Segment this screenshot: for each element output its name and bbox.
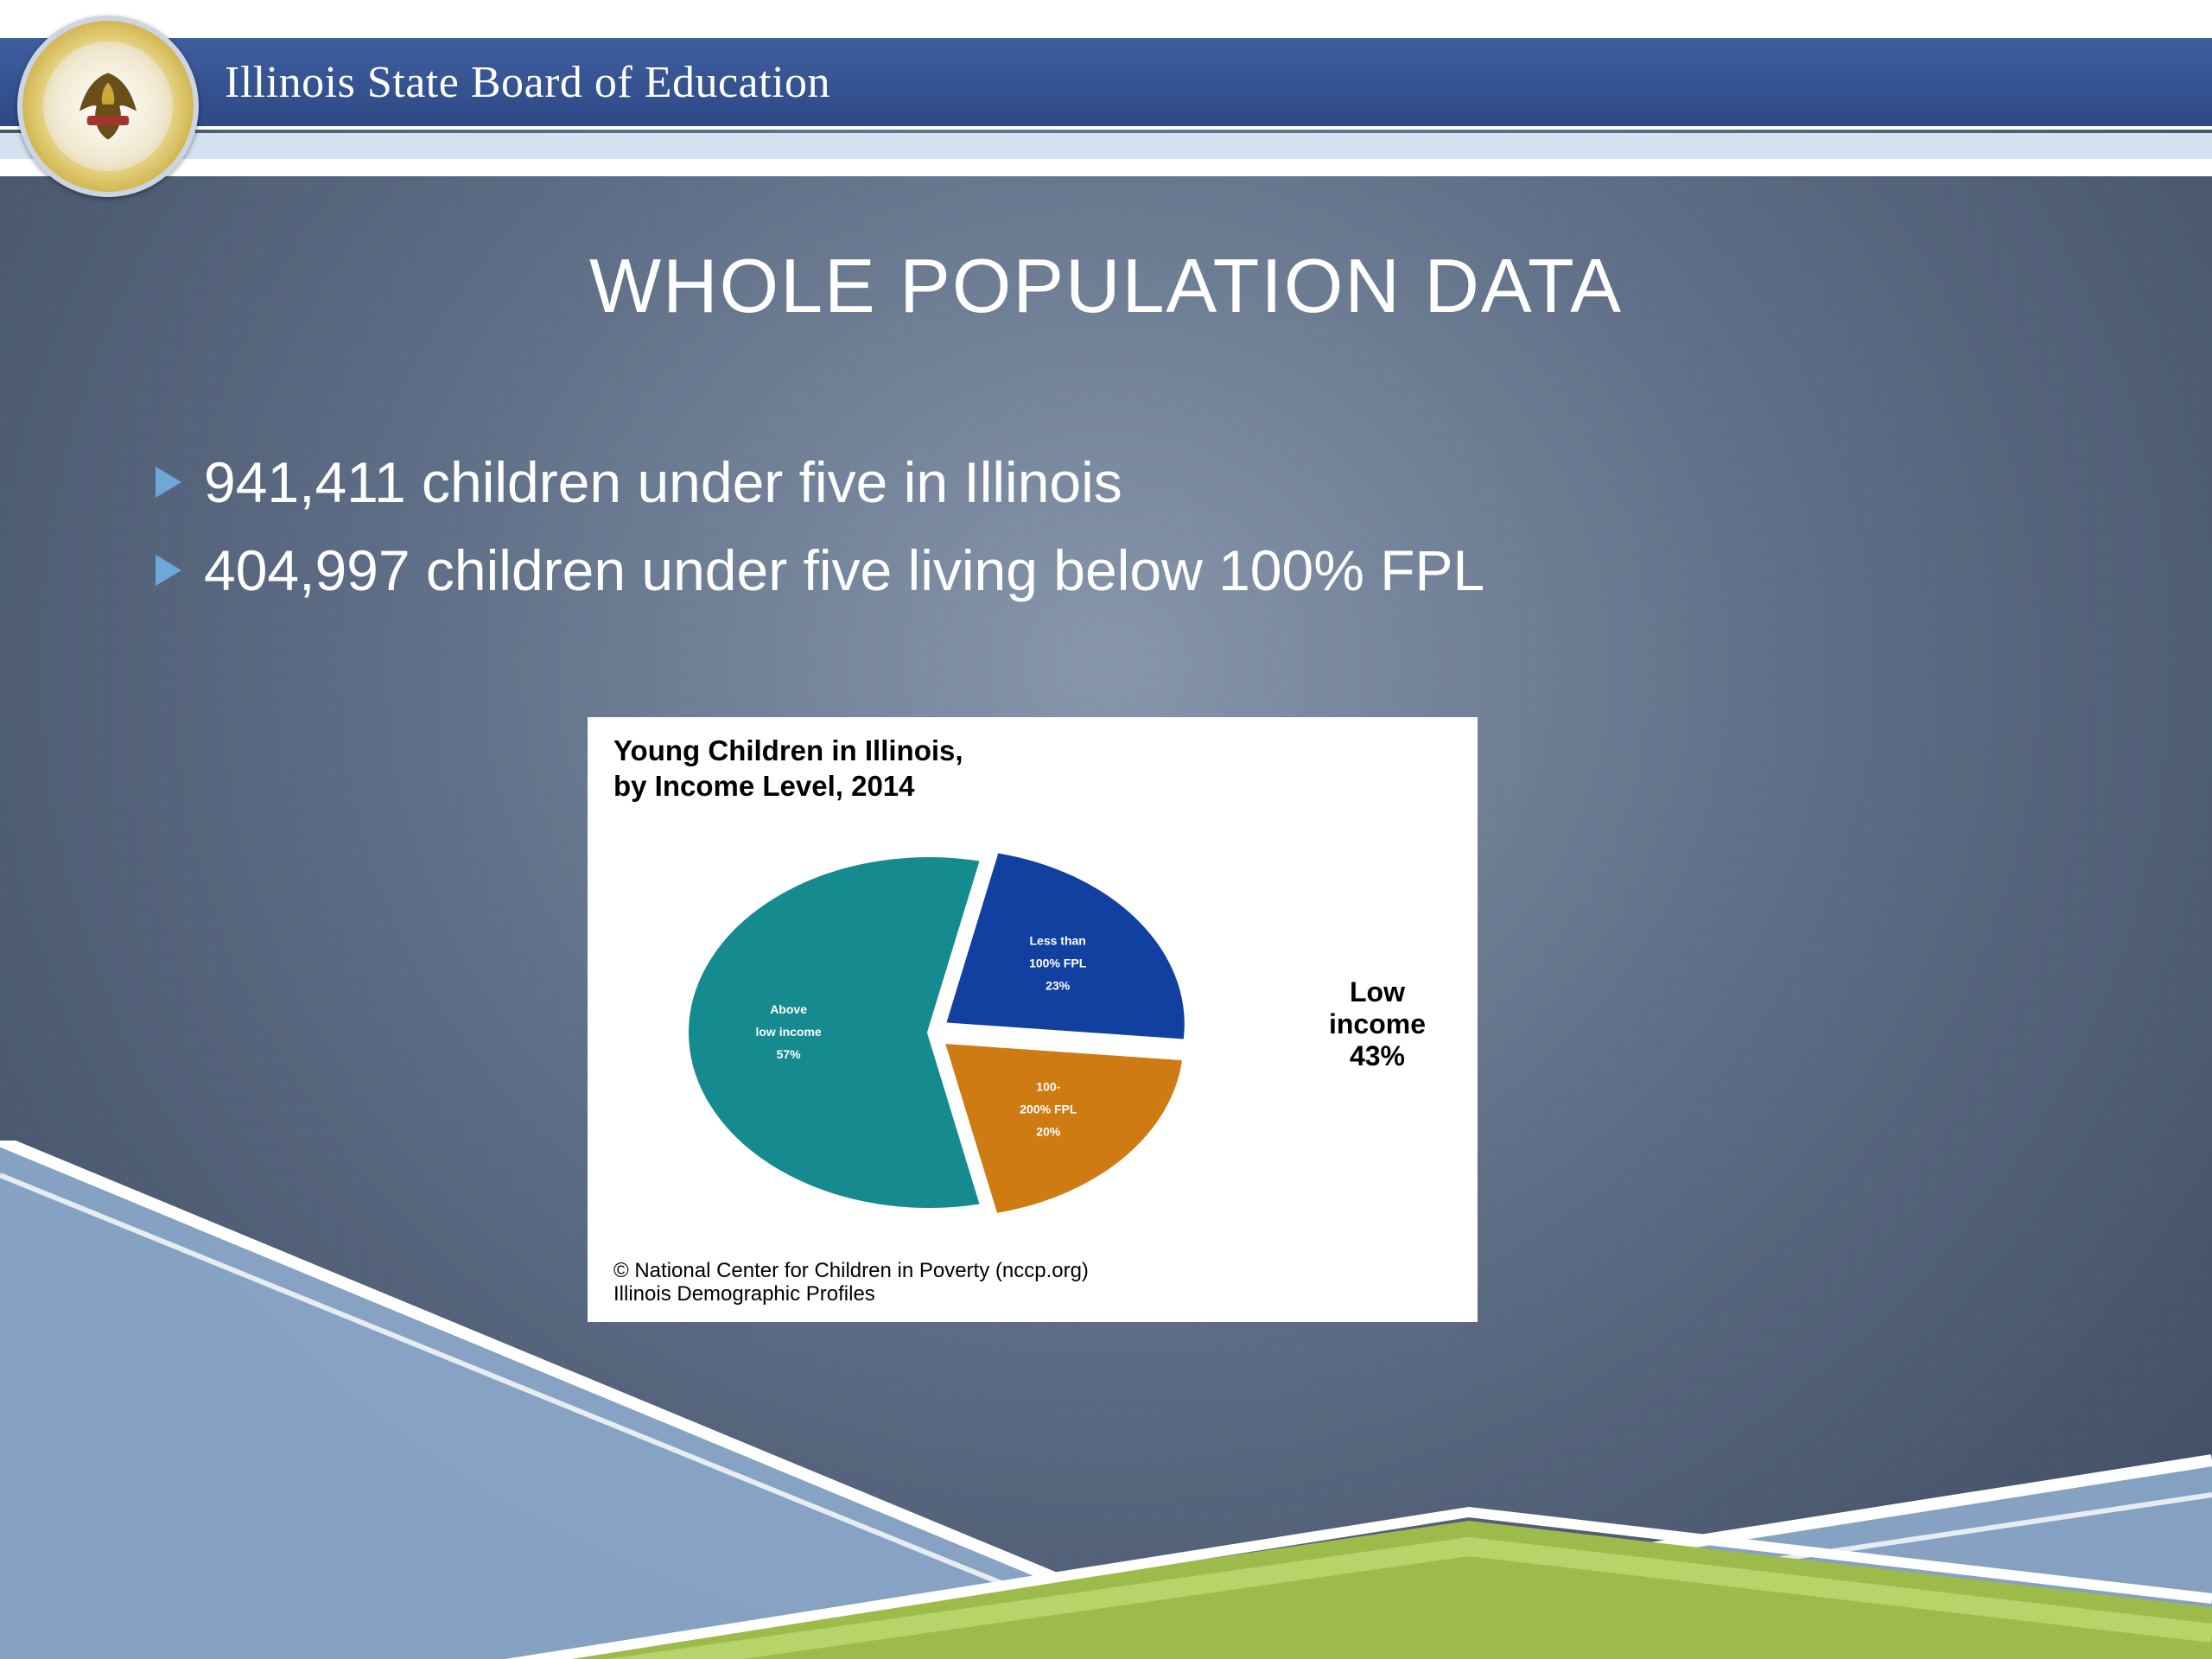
side-label-line: income	[1329, 1008, 1426, 1039]
header-subbar-light	[0, 133, 2212, 159]
credit-line2: Illinois Demographic Profiles	[613, 1282, 875, 1306]
chart-title: Young Children in Illinois, by Income Le…	[613, 733, 963, 804]
list-item: 404,997 children under five living below…	[156, 537, 2108, 603]
chart-side-label: Low income 43%	[1329, 976, 1426, 1071]
side-label-line: 43%	[1350, 1040, 1405, 1071]
bullet-text: 404,997 children under five living below…	[204, 537, 1484, 603]
state-seal-icon	[60, 59, 156, 154]
bullet-marker-icon	[156, 555, 181, 586]
state-seal	[17, 16, 199, 197]
bullet-text: 941,411 children under five in Illinois	[204, 449, 1122, 515]
chart-container: Young Children in Illinois, by Income Le…	[588, 717, 1478, 1322]
header-top-white	[0, 0, 2212, 35]
header-bar: Illinois State Board of Education	[0, 35, 2212, 130]
chart-title-line1: Young Children in Illinois,	[613, 734, 963, 766]
header-org-title: Illinois State Board of Education	[225, 57, 830, 108]
chart-credit: © National Center for Children in Povert…	[613, 1259, 1089, 1306]
slide-root: Illinois State Board of Education WHOLE …	[0, 0, 2212, 1659]
slide-title: WHOLE POPULATION DATA	[0, 242, 2212, 330]
credit-line1: © National Center for Children in Povert…	[613, 1259, 1089, 1282]
bullet-list: 941,411 children under five in Illinois …	[156, 449, 2108, 626]
list-item: 941,411 children under five in Illinois	[156, 449, 2108, 515]
state-seal-inner	[43, 41, 173, 171]
pie-slice	[687, 855, 982, 1210]
pie-chart: Abovelow income57%Less than100% FPL23%10…	[678, 834, 1214, 1231]
side-label-line: Low	[1350, 976, 1405, 1007]
pie-slice	[944, 1042, 1185, 1215]
bullet-marker-icon	[156, 467, 181, 498]
chart-title-line2: by Income Level, 2014	[613, 770, 915, 802]
header-subbar-white	[0, 159, 2212, 176]
